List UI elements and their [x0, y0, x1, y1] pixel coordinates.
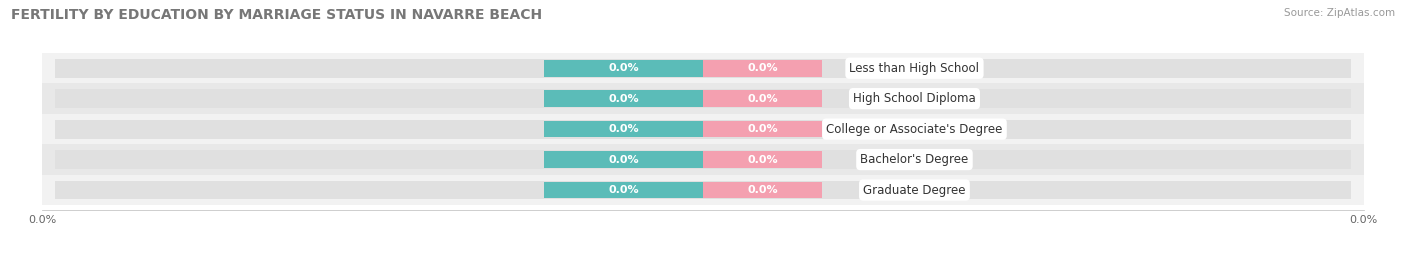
Text: 0.0%: 0.0%	[609, 185, 638, 195]
Bar	[42, 83, 1364, 114]
Bar	[55, 89, 1351, 108]
Text: Bachelor's Degree: Bachelor's Degree	[860, 153, 969, 166]
Text: 0.0%: 0.0%	[747, 63, 778, 73]
Bar	[703, 182, 823, 198]
Bar	[55, 59, 1351, 78]
Text: Less than High School: Less than High School	[849, 62, 980, 75]
Text: 0.0%: 0.0%	[609, 63, 638, 73]
Bar	[42, 144, 1364, 175]
Bar	[55, 180, 1351, 200]
Bar	[42, 175, 1364, 205]
Bar	[42, 53, 1364, 83]
Text: 0.0%: 0.0%	[609, 94, 638, 104]
Bar	[544, 90, 703, 107]
Bar	[55, 150, 1351, 169]
Bar	[55, 120, 1351, 139]
Text: 0.0%: 0.0%	[747, 185, 778, 195]
Text: FERTILITY BY EDUCATION BY MARRIAGE STATUS IN NAVARRE BEACH: FERTILITY BY EDUCATION BY MARRIAGE STATU…	[11, 8, 543, 22]
Text: 0.0%: 0.0%	[609, 124, 638, 134]
Text: 0.0%: 0.0%	[747, 155, 778, 165]
Text: 0.0%: 0.0%	[747, 94, 778, 104]
Text: 0.0%: 0.0%	[609, 155, 638, 165]
Bar	[544, 151, 703, 168]
Text: High School Diploma: High School Diploma	[853, 92, 976, 105]
Text: 0.0%: 0.0%	[747, 124, 778, 134]
Bar	[544, 182, 703, 198]
Text: College or Associate's Degree: College or Associate's Degree	[827, 123, 1002, 136]
Text: Source: ZipAtlas.com: Source: ZipAtlas.com	[1284, 8, 1395, 18]
Bar	[42, 114, 1364, 144]
Bar	[703, 90, 823, 107]
Bar	[544, 60, 703, 76]
Bar	[703, 60, 823, 76]
Bar	[703, 151, 823, 168]
Text: Graduate Degree: Graduate Degree	[863, 183, 966, 197]
Bar	[703, 121, 823, 137]
Bar	[544, 121, 703, 137]
